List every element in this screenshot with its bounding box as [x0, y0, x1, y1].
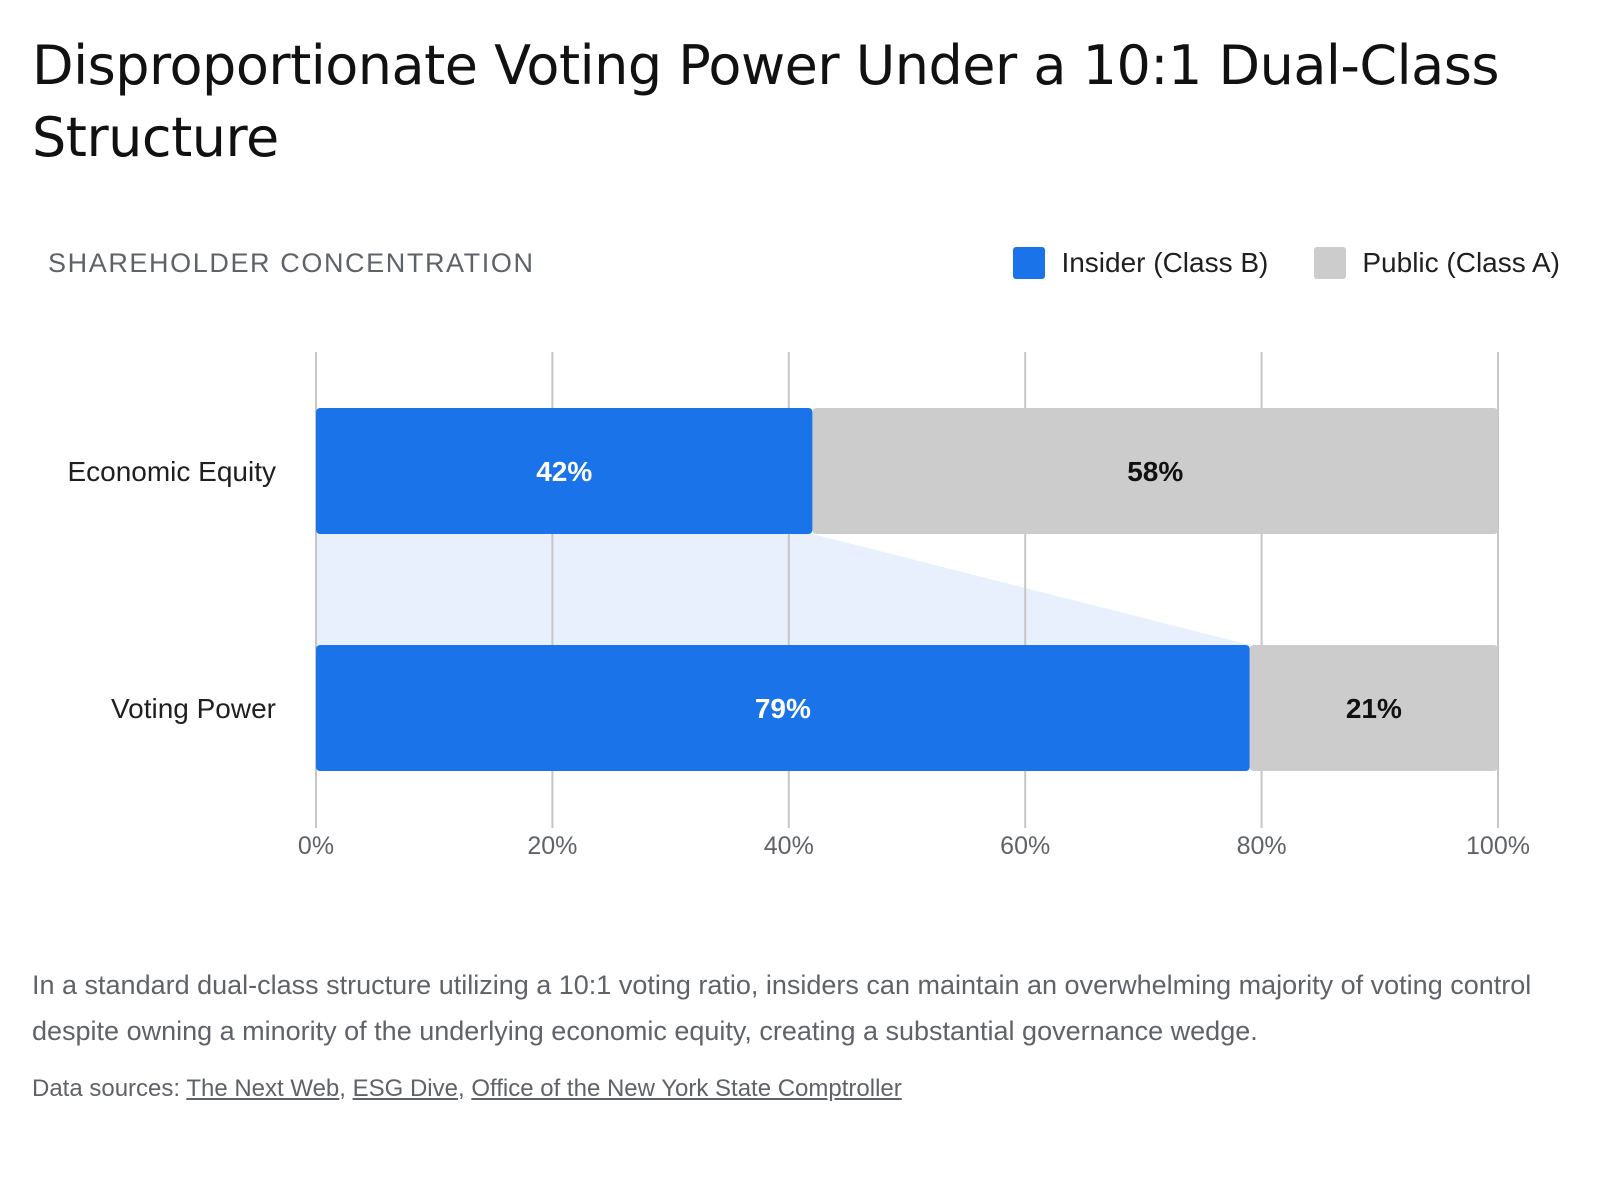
insider-connector-wedge — [316, 534, 1250, 645]
legend-label-public: Public (Class A) — [1362, 247, 1560, 278]
source-link-esg-dive[interactable]: ESG Dive — [352, 1075, 458, 1102]
bar-public-economic-equity — [812, 408, 1498, 534]
data-sources: Data sources: The Next Web, ESG Dive, Of… — [32, 1075, 902, 1103]
bar-value-label: 58% — [1127, 456, 1183, 487]
source-link-ny-comptroller[interactable]: Office of the New York State Comptroller — [471, 1075, 902, 1102]
sources-separator: , — [457, 1075, 472, 1102]
stacked-bar-chart: 42% 58% Economic Equity 79% 21% Voting Power 0… — [67, 352, 1530, 860]
bar-public-voting-power — [1249, 645, 1498, 771]
page-title: Disproportionate Voting Power Under a 10… — [32, 34, 1499, 169]
legend-item-insider: Insider (Class B) — [1013, 247, 1268, 279]
bar-value-label: 21% — [1346, 693, 1402, 724]
x-tick-label: 0% — [298, 832, 334, 860]
x-tick-label: 40% — [764, 832, 814, 860]
chart-subtitle: SHAREHOLDER CONCENTRATION — [48, 248, 535, 278]
bar-insider-voting-power — [316, 645, 1250, 771]
sources-prefix: Data sources: — [32, 1075, 187, 1102]
chart-legend: Insider (Class B) Public (Class A) — [967, 247, 1560, 279]
x-tick-label: 100% — [1466, 832, 1530, 860]
legend-swatch-public — [1314, 247, 1347, 279]
legend-label-insider: Insider (Class B) — [1061, 247, 1269, 278]
bar-value-label: 42% — [536, 456, 592, 487]
category-label: Voting Power — [111, 693, 276, 724]
chart-summary: In a standard dual-class structure utili… — [32, 970, 1532, 1046]
legend-swatch-insider — [1013, 247, 1046, 279]
legend-item-public: Public (Class A) — [1314, 247, 1560, 279]
source-link-the-next-web[interactable]: The Next Web — [186, 1075, 340, 1102]
bar-value-label: 79% — [755, 693, 811, 724]
sources-separator: , — [339, 1075, 353, 1102]
x-tick-label: 20% — [527, 832, 577, 860]
x-tick-label: 60% — [1000, 832, 1050, 860]
category-label: Economic Equity — [67, 456, 276, 487]
x-tick-label: 80% — [1237, 832, 1287, 860]
bar-insider-economic-equity — [316, 408, 813, 534]
